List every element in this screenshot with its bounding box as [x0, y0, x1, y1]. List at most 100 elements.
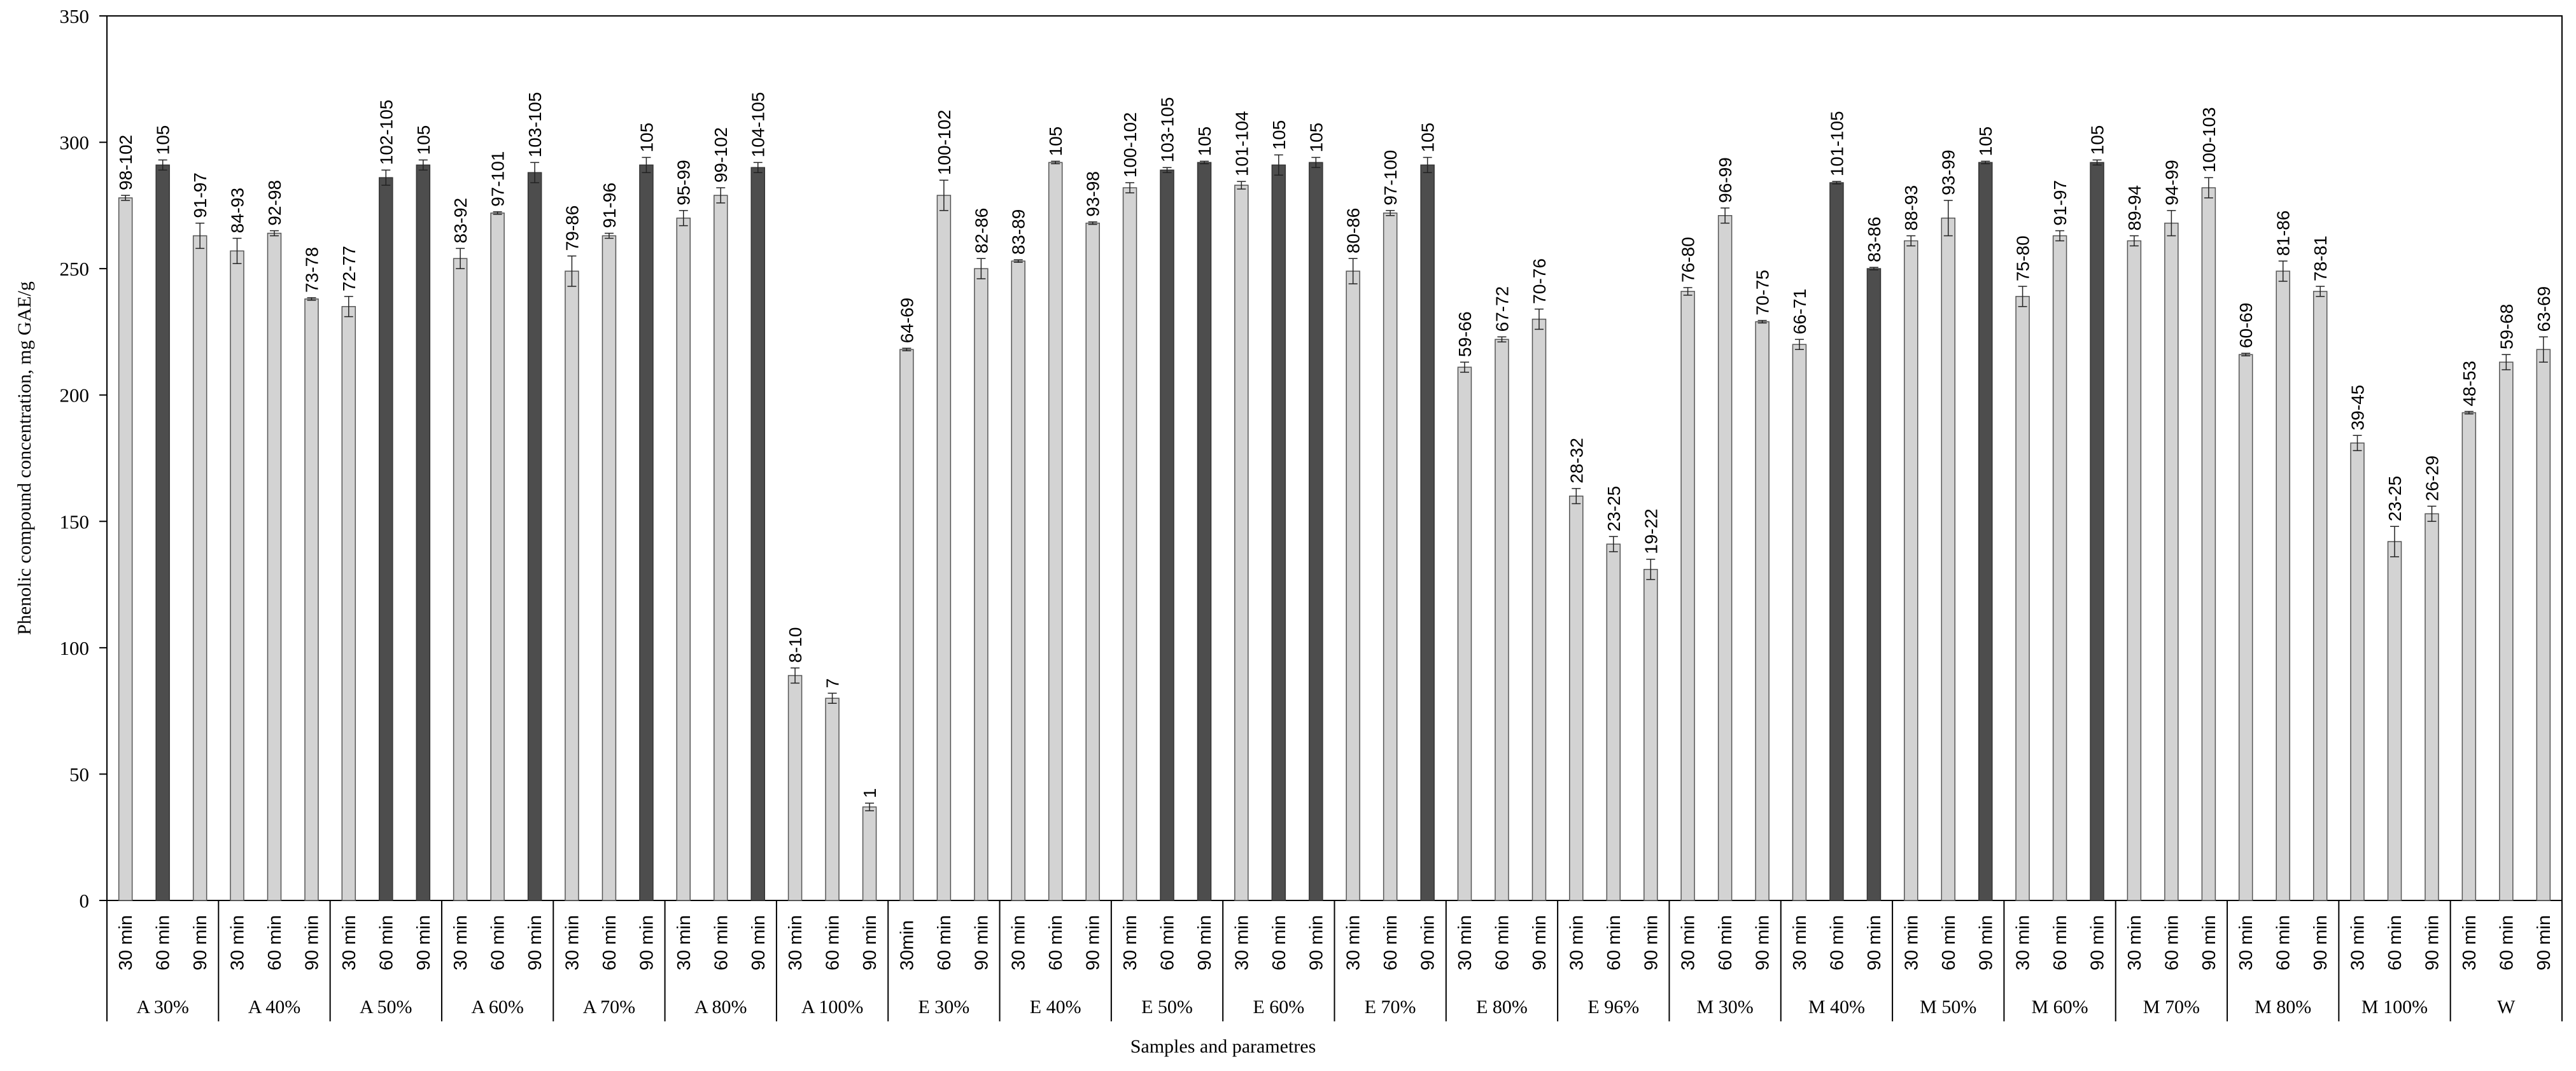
data-label: 98-102 — [116, 135, 136, 190]
data-label: 105 — [1195, 127, 1214, 157]
y-tick-label: 350 — [60, 5, 90, 27]
x-tick-label: 60 min — [153, 915, 174, 970]
group-label: E 30% — [918, 997, 969, 1018]
x-tick-label: 90 min — [860, 915, 880, 970]
data-label: 79-86 — [562, 206, 582, 251]
group-label: M 100% — [2361, 997, 2428, 1018]
bar — [1866, 268, 1882, 901]
bar — [2276, 270, 2290, 901]
data-label: 96-99 — [1715, 157, 1735, 203]
data-label: 76-80 — [1679, 237, 1698, 283]
bar — [676, 217, 691, 901]
x-tick-label: 30 min — [2013, 915, 2034, 970]
bar — [2238, 354, 2253, 901]
group-label: A 50% — [360, 997, 412, 1018]
group-label: A 100% — [801, 997, 864, 1018]
plot-frame — [106, 15, 2563, 901]
x-tick-label: 60 min — [1715, 915, 1736, 970]
group-label: M 50% — [1920, 997, 1976, 1018]
data-label: 105 — [637, 123, 656, 153]
bar — [2090, 162, 2104, 901]
x-tick-label: 90 min — [414, 915, 434, 970]
x-tick-label: 60 min — [934, 915, 955, 970]
bar — [1717, 214, 1733, 901]
data-label: 48-53 — [2460, 361, 2479, 407]
bar — [453, 258, 468, 901]
group-label: M 80% — [2255, 997, 2311, 1018]
x-tick-label: 60 min — [1604, 915, 1624, 970]
group-label: E 70% — [1365, 997, 1416, 1018]
bar — [1048, 162, 1063, 901]
x-tick-label: 60 min — [1046, 915, 1066, 970]
data-label: 75-80 — [2013, 235, 2033, 281]
bar — [341, 305, 356, 901]
x-tick-label: 30 min — [1679, 915, 1699, 970]
data-label: 105 — [1046, 127, 1066, 157]
group-label: E 80% — [1476, 997, 1528, 1018]
bar — [2127, 240, 2142, 901]
bar — [1420, 164, 1435, 901]
data-label: 82-86 — [971, 208, 991, 254]
bar — [1606, 543, 1621, 901]
x-tick-label: 30 min — [562, 915, 582, 970]
x-axis-title: Samples and parametres — [1130, 1036, 1316, 1057]
bar — [379, 177, 393, 901]
data-label: 72-77 — [339, 246, 359, 291]
data-label: 80-86 — [1344, 208, 1363, 254]
bar — [565, 270, 579, 901]
x-tick-label: 60 min — [488, 915, 509, 970]
x-tick-label: 30 min — [1790, 915, 1810, 970]
bar — [2499, 361, 2514, 901]
y-tick-label: 150 — [60, 510, 90, 533]
x-tick-label: 30 min — [339, 915, 360, 970]
bar — [416, 164, 431, 901]
bar — [2536, 349, 2551, 901]
x-tick-label: 30 min — [116, 915, 136, 970]
data-label: 100-102 — [934, 109, 954, 175]
data-label: 66-71 — [1790, 289, 1810, 335]
data-label: 105 — [414, 125, 433, 155]
x-tick-label: 90 min — [1530, 915, 1550, 970]
bar — [714, 195, 728, 901]
bar — [787, 675, 803, 901]
bar — [1755, 321, 1770, 901]
x-tick-label: 30 min — [1232, 915, 1252, 970]
x-tick-label: 30 min — [1344, 915, 1364, 970]
data-label: 88-93 — [1901, 185, 1921, 231]
bar — [2350, 442, 2365, 901]
bar — [1941, 217, 1955, 901]
data-label: 28-32 — [1566, 438, 1586, 484]
x-tick-label: 90 min — [1976, 915, 1996, 970]
data-label: 23-25 — [1604, 486, 1624, 531]
data-label: 92-98 — [265, 180, 285, 226]
x-tick-label: 30 min — [1455, 915, 1475, 970]
data-label: 105 — [1418, 123, 1438, 153]
bar — [1271, 164, 1286, 901]
x-tick-label: 60 min — [2496, 915, 2517, 970]
bar — [1346, 270, 1360, 901]
bar — [490, 213, 505, 901]
group-label: E 50% — [1141, 997, 1193, 1018]
group-label: M 40% — [1808, 997, 1865, 1018]
x-tick-label: 90 min — [749, 915, 769, 970]
bar — [1160, 169, 1174, 901]
data-label: 81-86 — [2274, 211, 2293, 256]
x-tick-label: 90 min — [525, 915, 545, 970]
bar — [267, 232, 282, 901]
x-tick-label: 30 min — [785, 915, 806, 970]
data-label: 1 — [860, 788, 880, 799]
bar — [2201, 187, 2216, 901]
group-label: M 60% — [2031, 997, 2088, 1018]
bar — [1457, 367, 1472, 901]
x-tick-label: 30 min — [227, 915, 248, 970]
bar — [118, 197, 133, 901]
bar — [304, 298, 319, 901]
data-label: 91-97 — [190, 172, 210, 218]
data-label: 83-89 — [1009, 209, 1029, 255]
x-tick-label: 90 min — [637, 915, 657, 970]
x-tick-label: 30 min — [1120, 915, 1141, 970]
x-tick-label: 60 min — [1827, 915, 1847, 970]
x-tick-label: 60 min — [711, 915, 731, 970]
x-tick-label: 90 min — [1864, 915, 1885, 970]
